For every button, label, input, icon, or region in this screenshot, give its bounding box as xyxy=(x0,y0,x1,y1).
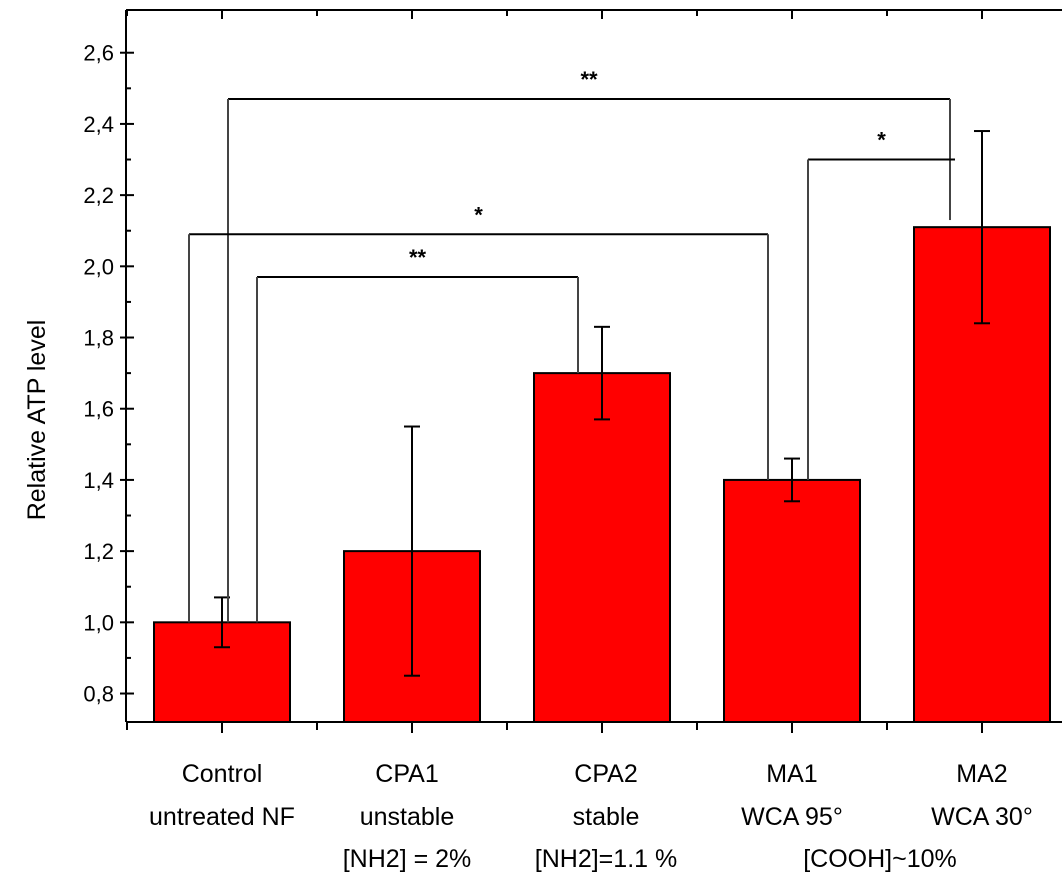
category-label: WCA 30° xyxy=(931,803,1033,831)
category-label: MA1 xyxy=(766,760,817,788)
category-labels: Control untreated NF CPA1 unstable [NH2] = 2… xyxy=(149,760,1033,873)
category-label: WCA 95° xyxy=(741,803,843,831)
category-label: [NH2]=1.1 % xyxy=(535,845,677,873)
y-tick-label: 1,4 xyxy=(83,468,114,493)
y-axis-label: Relative ATP level xyxy=(23,320,51,521)
significance-label: * xyxy=(877,128,886,153)
y-tick-label: 1,0 xyxy=(83,610,114,635)
y-tick-label: 1,6 xyxy=(83,397,114,422)
y-tick-label: 2,6 xyxy=(83,41,114,66)
category-label: unstable xyxy=(360,803,455,831)
category-label: MA2 xyxy=(956,760,1007,788)
category-label: stable xyxy=(573,803,640,831)
significance-brackets: ****** xyxy=(188,67,955,623)
y-tick-label: 2,4 xyxy=(83,112,114,137)
y-tick-label: 1,2 xyxy=(83,539,114,564)
error-bars xyxy=(214,130,990,677)
category-label: CPA1 xyxy=(375,760,438,788)
shared-category-label: [COOH]~10% xyxy=(803,845,957,873)
significance-label: * xyxy=(474,202,483,227)
bars xyxy=(153,226,1051,724)
category-label: untreated NF xyxy=(149,803,295,831)
y-tick-label: 0,8 xyxy=(83,682,114,707)
y-tick-label: 2,2 xyxy=(83,183,114,208)
category-label: [NH2] = 2% xyxy=(343,845,472,873)
y-tick-label: 1,8 xyxy=(83,326,114,351)
y-tick-label: 2,0 xyxy=(83,254,114,279)
significance-label: ** xyxy=(580,67,598,92)
bar xyxy=(533,372,671,723)
significance-label: ** xyxy=(409,245,427,270)
bar xyxy=(723,478,861,724)
category-label: CPA2 xyxy=(574,760,637,788)
category-label: Control xyxy=(182,760,263,788)
